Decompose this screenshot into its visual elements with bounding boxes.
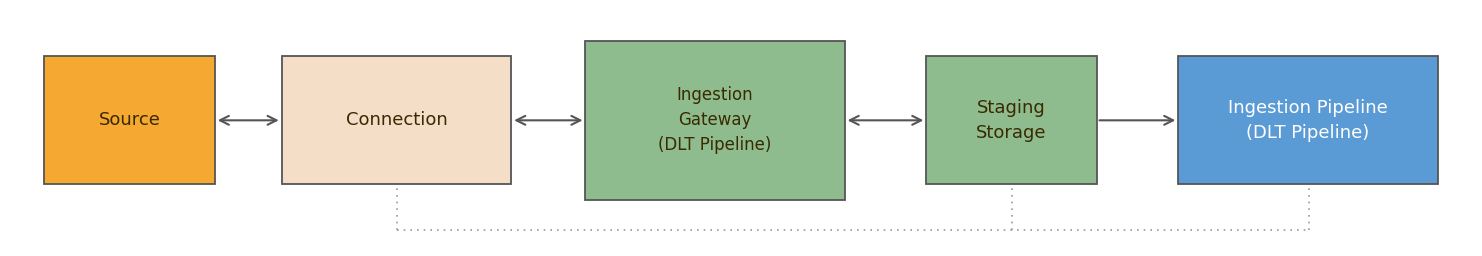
FancyBboxPatch shape xyxy=(926,56,1097,184)
Text: Source: Source xyxy=(99,111,160,129)
Text: Connection: Connection xyxy=(345,111,448,129)
Text: Ingestion
Gateway
(DLT Pipeline): Ingestion Gateway (DLT Pipeline) xyxy=(658,86,772,154)
Text: Staging
Storage: Staging Storage xyxy=(977,99,1046,142)
Text: Ingestion Pipeline
(DLT Pipeline): Ingestion Pipeline (DLT Pipeline) xyxy=(1229,99,1387,142)
FancyBboxPatch shape xyxy=(282,56,511,184)
FancyBboxPatch shape xyxy=(44,56,215,184)
FancyBboxPatch shape xyxy=(1178,56,1438,184)
FancyBboxPatch shape xyxy=(585,41,845,200)
